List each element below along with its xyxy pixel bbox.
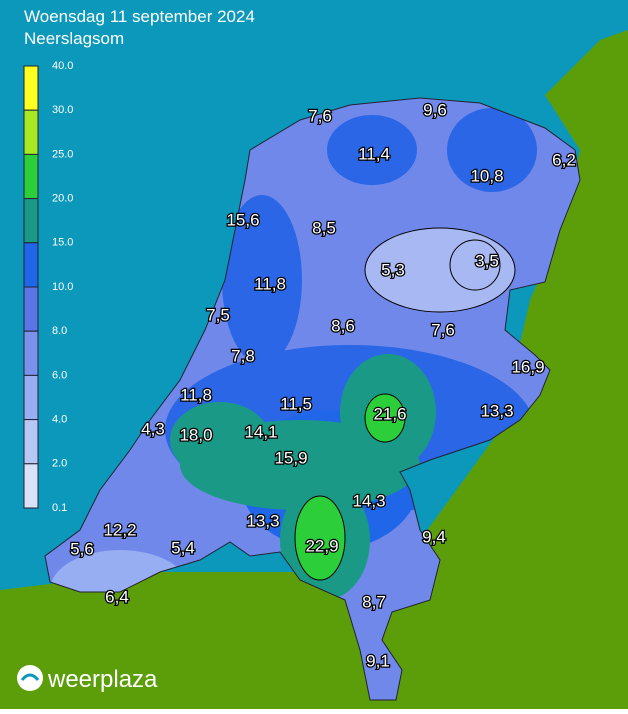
legend: 40.0 30.0 25.0 20.0 15.0 10.0 8.0 6.0 4.0 2.0 0.1 bbox=[23, 60, 73, 514]
station-value: 18,0 bbox=[179, 425, 212, 444]
legend-swatch bbox=[23, 419, 39, 465]
legend-swatch bbox=[23, 286, 39, 332]
station-value: 22,9 bbox=[305, 536, 338, 555]
legend-swatch bbox=[23, 65, 39, 111]
legend-label: 8.0 bbox=[52, 325, 67, 337]
station-value: 11,5 bbox=[280, 394, 312, 413]
land bbox=[0, 30, 628, 709]
station-value: 3,5 bbox=[475, 251, 499, 270]
legend-label: 30.0 bbox=[52, 104, 73, 116]
station-value: 13,3 bbox=[246, 511, 279, 530]
station-value: 9,6 bbox=[423, 100, 447, 119]
legend-label: 40.0 bbox=[52, 60, 73, 72]
station-value: 15,9 bbox=[274, 448, 307, 467]
legend-label: 6.0 bbox=[52, 369, 67, 381]
station-value: 11,8 bbox=[180, 385, 212, 404]
brand: weerplaza bbox=[47, 666, 158, 693]
station-value: 5,3 bbox=[381, 260, 405, 279]
station-value: 6,4 bbox=[105, 587, 129, 606]
station-value: 21,6 bbox=[373, 404, 406, 423]
station-value: 13,3 bbox=[480, 401, 513, 420]
legend-swatch bbox=[23, 330, 39, 376]
stations: 7,6 9,6 11,4 10,8 6,2 15,6 8,5 5,3 3,5 11,8 7,5 8,6… bbox=[69, 99, 577, 672]
station-value: 8,6 bbox=[331, 316, 355, 335]
station-value: 16,9 bbox=[511, 357, 544, 376]
subtitle: Neerslagsom bbox=[24, 29, 124, 48]
station-value: 7,8 bbox=[231, 346, 255, 365]
legend-label: 15.0 bbox=[52, 237, 73, 249]
station-value: 11,8 bbox=[254, 274, 286, 293]
station-value: 5,6 bbox=[70, 539, 94, 558]
legend-label: 10.0 bbox=[52, 281, 73, 293]
legend-label: 0.1 bbox=[52, 502, 67, 514]
legend-swatch bbox=[23, 109, 39, 155]
station-value: 8,7 bbox=[362, 592, 386, 611]
station-value: 7,5 bbox=[206, 305, 230, 324]
title: Woensdag 11 september 2024 bbox=[24, 7, 255, 26]
legend-label: 25.0 bbox=[52, 148, 73, 160]
legend-label: 2.0 bbox=[52, 458, 67, 470]
station-value: 6,2 bbox=[552, 150, 576, 169]
station-value: 9,4 bbox=[422, 527, 446, 546]
station-value: 14,1 bbox=[244, 422, 277, 441]
station-value: 4,3 bbox=[141, 419, 165, 438]
station-value: 12,2 bbox=[103, 520, 136, 539]
station-value: 5,4 bbox=[171, 538, 195, 557]
legend-label: 4.0 bbox=[52, 414, 67, 426]
station-value: 8,5 bbox=[312, 218, 336, 237]
station-value: 11,4 bbox=[358, 144, 390, 163]
station-value: 10,8 bbox=[470, 166, 503, 185]
station-value: 9,1 bbox=[366, 651, 390, 670]
legend-swatch bbox=[23, 153, 39, 200]
station-value: 7,6 bbox=[431, 320, 455, 339]
legend-swatch bbox=[23, 242, 39, 288]
logo: weerplaza bbox=[17, 665, 158, 693]
legend-label: 20.0 bbox=[52, 193, 73, 205]
station-value: 7,6 bbox=[308, 106, 332, 125]
station-value: 15,6 bbox=[226, 210, 259, 229]
legend-swatch bbox=[23, 198, 39, 244]
station-value: 14,3 bbox=[352, 491, 385, 510]
legend-swatch bbox=[23, 374, 39, 421]
legend-swatch bbox=[23, 463, 39, 509]
